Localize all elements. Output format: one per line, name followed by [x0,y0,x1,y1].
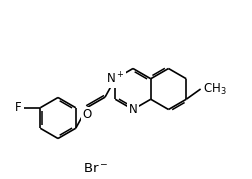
Text: Br$^-$: Br$^-$ [83,161,108,175]
Text: O: O [82,108,91,121]
Text: CH$_3$: CH$_3$ [202,81,225,96]
Text: N: N [128,103,137,116]
Text: F: F [15,101,22,114]
Text: N$^+$: N$^+$ [106,71,124,86]
